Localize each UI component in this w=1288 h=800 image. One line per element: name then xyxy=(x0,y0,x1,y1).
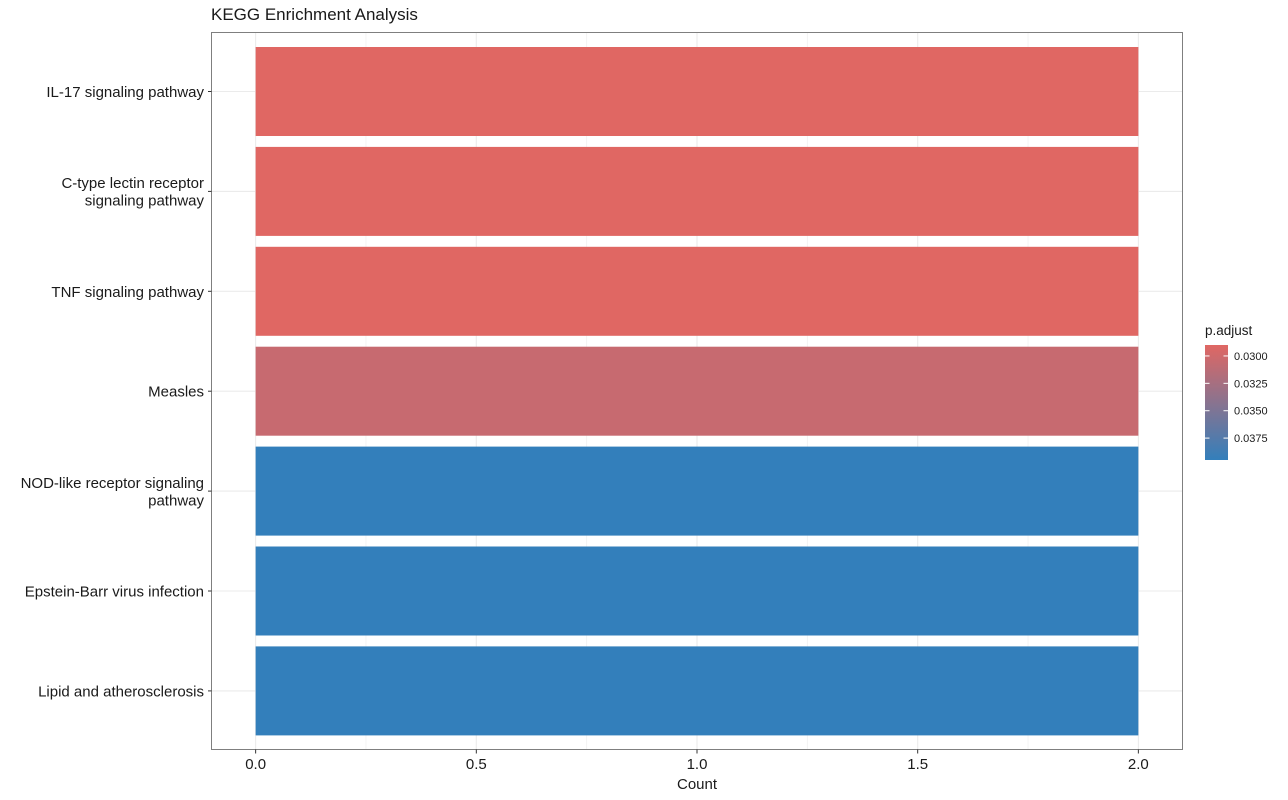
legend-title: p.adjust xyxy=(1205,323,1253,338)
bar xyxy=(255,47,1139,136)
legend-colorbar xyxy=(1205,345,1228,460)
legend-ticks: 0.0300 0.0325 0.0350 0.0375 xyxy=(1205,351,1268,445)
legend-tick-label: 0.0375 xyxy=(1234,433,1268,445)
chart-title: KEGG Enrichment Analysis xyxy=(211,5,418,24)
y-tick-label: Measles xyxy=(148,384,204,401)
x-tick-label: 0.0 xyxy=(245,756,266,773)
bar xyxy=(255,346,1139,436)
legend: p.adjust 0.0300 0.0325 0.0350 0.0375 xyxy=(1205,323,1268,460)
y-tick-label: Epstein-Barr virus infection xyxy=(25,584,204,601)
legend-tick-label: 0.0325 xyxy=(1234,378,1268,390)
y-tick-label: TNF signaling pathway xyxy=(51,284,204,301)
x-axis-title: Count xyxy=(677,776,718,793)
bars xyxy=(255,47,1139,736)
y-tick-label: signaling pathway xyxy=(85,193,205,210)
x-axis: 0.0 0.5 1.0 1.5 2.0 xyxy=(245,749,1149,773)
legend-tick-label: 0.0300 xyxy=(1234,351,1268,363)
x-tick-label: 1.5 xyxy=(907,756,928,773)
y-tick-label: Lipid and atherosclerosis xyxy=(38,683,204,700)
bar xyxy=(255,246,1139,336)
x-tick-label: 1.0 xyxy=(687,756,708,773)
x-tick-label: 2.0 xyxy=(1128,756,1149,773)
y-tick-label: C-type lectin receptor xyxy=(61,175,204,192)
y-axis: IL-17 signaling pathway C-type lectin rec… xyxy=(21,84,212,700)
legend-tick-label: 0.0350 xyxy=(1234,406,1268,418)
bar xyxy=(255,646,1139,736)
y-tick-label: NOD-like receptor signaling xyxy=(21,475,204,492)
bar xyxy=(255,546,1139,636)
bar xyxy=(255,146,1139,236)
bar xyxy=(255,446,1139,536)
x-tick-label: 0.5 xyxy=(466,756,487,773)
y-tick-label: pathway xyxy=(148,492,204,509)
y-tick-label: IL-17 signaling pathway xyxy=(46,84,204,101)
